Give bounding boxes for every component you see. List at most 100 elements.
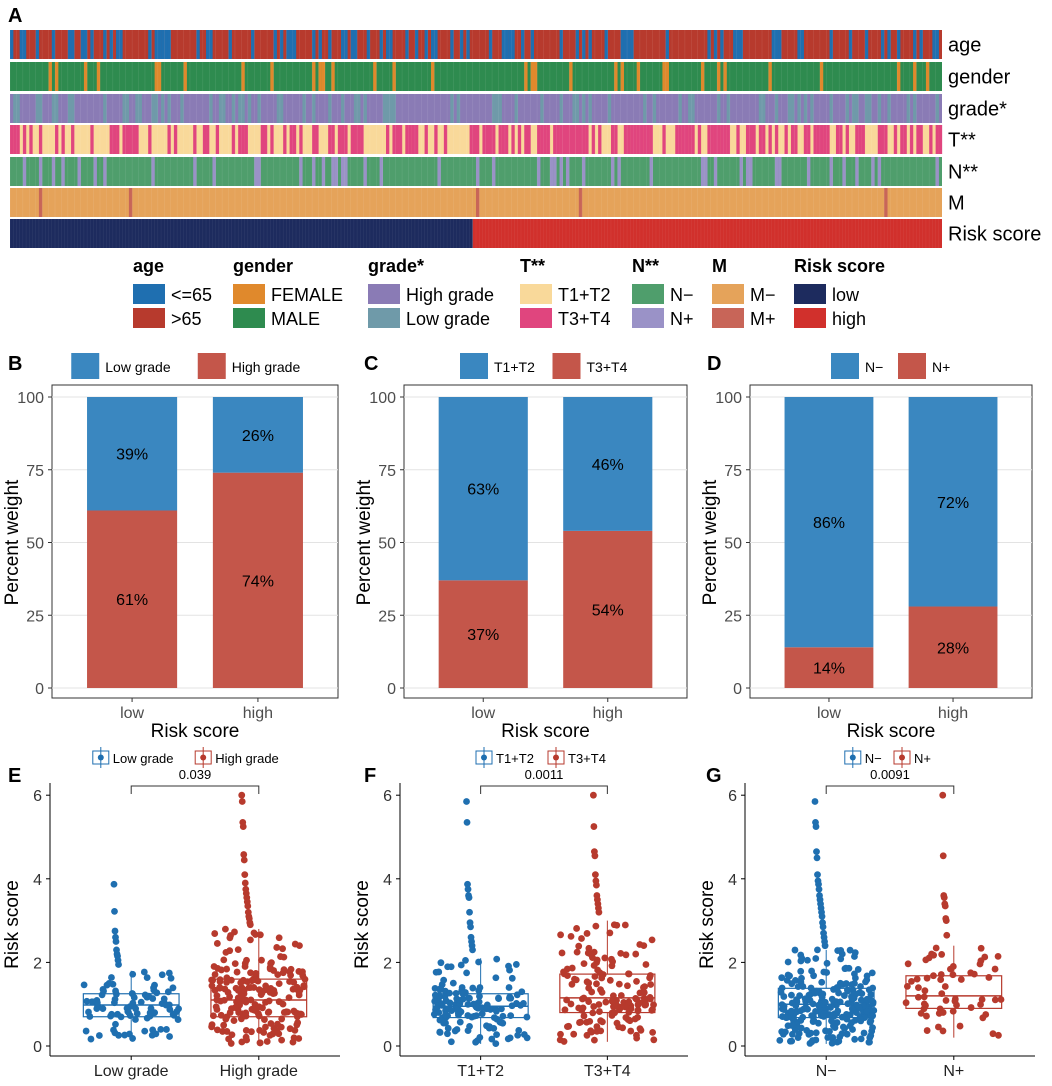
data-point — [633, 977, 640, 985]
data-point — [956, 1022, 964, 1030]
data-point — [923, 1012, 930, 1020]
heatmap-cell — [726, 94, 731, 123]
legend-key-dot — [200, 754, 207, 761]
legend-title: age — [133, 256, 164, 276]
heatmap-cell — [476, 188, 480, 217]
data-point — [493, 1031, 500, 1039]
heatmap-cell — [717, 125, 721, 154]
data-point-outlier — [246, 921, 254, 929]
data-point — [217, 1011, 225, 1019]
heatmap-cell — [813, 125, 817, 154]
heatmap-cell — [386, 94, 390, 123]
legend-key — [475, 747, 493, 768]
y-tick-label: 0 — [733, 681, 742, 698]
legend-key-dot — [553, 754, 559, 761]
heatmap-cell — [443, 125, 448, 154]
heatmap-cell — [868, 94, 872, 123]
heatmap-cell — [620, 30, 624, 59]
legend-label: N− — [865, 359, 883, 375]
heatmap-cell — [122, 125, 126, 154]
x-tick-label: T1+T2 — [457, 1063, 504, 1080]
heatmap-cell — [299, 125, 303, 154]
heatmap-cell — [620, 62, 624, 91]
data-point — [274, 971, 282, 979]
legend-swatch — [632, 284, 664, 304]
heatmap-cell — [492, 94, 496, 123]
data-point — [476, 992, 483, 1000]
heatmap-row-label-m: M — [948, 193, 965, 215]
heatmap-cell — [270, 125, 274, 154]
heatmap-cell — [787, 94, 792, 123]
heatmap-cell — [627, 125, 631, 154]
y-tick-label: 25 — [724, 608, 742, 625]
data-point-outlier — [240, 856, 248, 864]
data-point — [776, 1036, 784, 1044]
bar-segment-high-grade — [212, 472, 303, 688]
data-point — [520, 1000, 527, 1007]
data-point — [804, 956, 811, 964]
heatmap-cell — [935, 94, 939, 123]
heatmap-cell — [688, 125, 692, 154]
data-point — [300, 983, 308, 991]
data-point — [587, 1027, 595, 1035]
legend-swatch — [233, 284, 265, 304]
legend-swatch — [712, 284, 744, 304]
data-point — [299, 968, 306, 976]
heatmap-cell — [762, 94, 766, 123]
heatmap-cell — [116, 125, 120, 154]
data-point — [798, 954, 806, 962]
y-tick-label: 6 — [33, 788, 42, 805]
heatmap-cell — [193, 125, 197, 154]
heatmap-cell — [845, 125, 849, 154]
heatmap-cell — [157, 62, 162, 91]
data-point — [818, 993, 826, 1001]
data-point — [446, 989, 453, 997]
bar-data-label: 39% — [116, 447, 148, 464]
data-point — [149, 1026, 157, 1034]
legend-group-1: gender FEMALE MALE — [233, 256, 343, 329]
data-point — [997, 996, 1005, 1003]
heatmap-cell — [414, 125, 419, 154]
heatmap-cell — [864, 94, 869, 123]
x-tick-label: High grade — [220, 1063, 298, 1080]
data-point — [210, 963, 218, 970]
legend-key — [893, 747, 911, 768]
data-point — [617, 949, 625, 957]
heatmap-cell — [61, 157, 65, 186]
heatmap-cell — [835, 125, 840, 154]
data-point — [837, 946, 845, 954]
heatmap-cell — [733, 30, 737, 59]
heatmap-cell — [720, 30, 724, 59]
heatmap-cell — [437, 157, 441, 186]
data-point — [464, 1000, 472, 1008]
heatmap-cell — [157, 30, 162, 59]
heatmap-cell — [61, 125, 65, 154]
y-tick-label: 100 — [369, 390, 396, 407]
data-point — [807, 984, 815, 992]
heatmap-cell — [633, 125, 637, 154]
legend-item-label: M+ — [750, 309, 776, 329]
data-point — [923, 1027, 931, 1034]
data-point — [226, 934, 234, 942]
data-point — [437, 984, 445, 992]
data-point — [80, 981, 88, 989]
heatmap-cell — [717, 62, 721, 91]
data-point — [989, 1030, 997, 1038]
data-point — [580, 1012, 588, 1020]
data-point — [99, 1005, 107, 1013]
data-point — [573, 925, 580, 932]
heatmap-cell — [328, 30, 332, 59]
heatmap-cell — [700, 62, 705, 91]
heatmap-cell — [357, 125, 361, 154]
heatmap-cell — [935, 30, 939, 59]
heatmap-cell — [604, 30, 608, 59]
heatmap-cell — [125, 94, 130, 123]
data-point — [812, 955, 820, 962]
data-point — [506, 1034, 514, 1042]
heatmap-cell — [710, 125, 714, 154]
heatmap-cell — [344, 157, 348, 186]
data-point — [130, 994, 138, 1001]
data-point — [915, 984, 922, 992]
y-tick-label: 4 — [383, 872, 392, 889]
legend-title: M — [712, 256, 727, 276]
